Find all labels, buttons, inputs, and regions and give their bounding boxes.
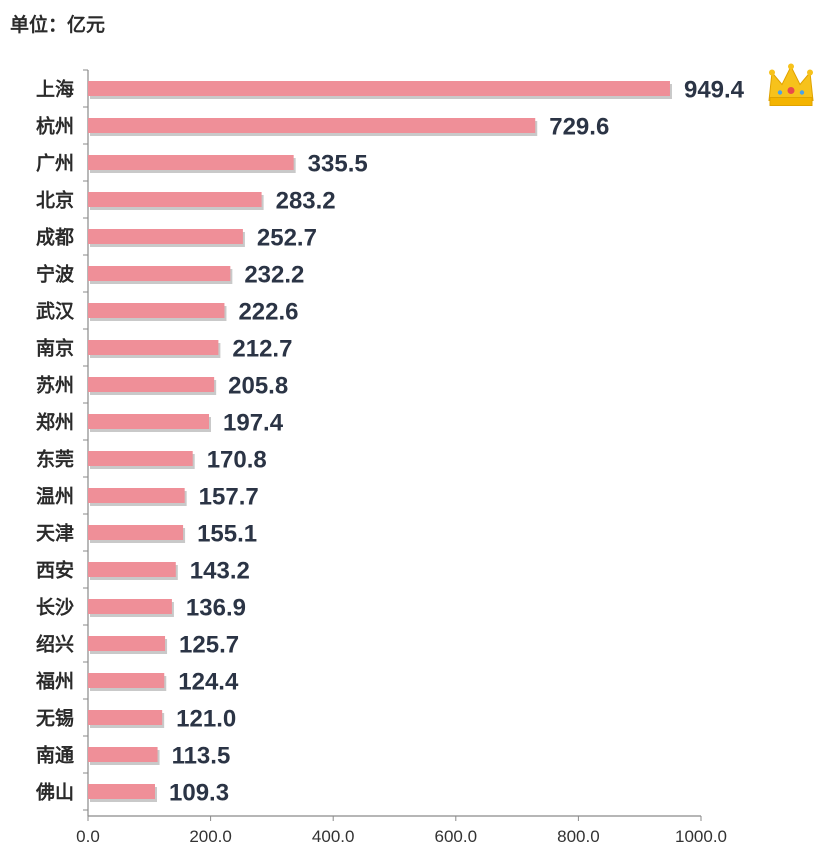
x-tick-label: 1000.0 [675, 827, 727, 846]
bar-20 [88, 784, 156, 799]
category-label: 南京 [36, 337, 74, 360]
value-label: 124.4 [178, 669, 239, 696]
category-label: 郑州 [36, 412, 74, 434]
bar-5 [88, 229, 243, 244]
bar-3 [88, 155, 294, 170]
bar-4 [88, 192, 262, 207]
value-label: 252.7 [257, 225, 317, 252]
value-label: 157.7 [199, 484, 259, 511]
bar-13 [88, 525, 184, 540]
x-tick-label: 0.0 [76, 827, 100, 846]
category-label: 广州 [36, 152, 74, 175]
value-label: 109.3 [169, 780, 229, 807]
x-tick-label: 600.0 [435, 827, 478, 846]
category-label: 苏州 [36, 374, 74, 397]
bar-16 [88, 636, 166, 651]
category-label: 南通 [36, 745, 75, 767]
category-label: 武汉 [36, 301, 75, 323]
labels-layer: 0.0 200.0 400.0 600.0 800.0 1000.0 上海 949.4 杭州 72… [35, 77, 745, 847]
category-label: 杭州 [36, 115, 74, 138]
bar-17 [88, 673, 165, 688]
unit-label: 单位：亿元 [10, 14, 106, 36]
value-label: 205.8 [228, 373, 288, 400]
bar-14 [88, 562, 176, 577]
value-label: 125.7 [179, 632, 239, 659]
category-label: 上海 [36, 78, 74, 101]
bar-12 [88, 488, 185, 503]
category-label: 无锡 [36, 707, 74, 730]
category-label: 天津 [36, 522, 74, 545]
value-label: 170.8 [207, 447, 267, 474]
bar-1 [88, 81, 670, 96]
value-label: 949.4 [684, 77, 745, 104]
category-label: 成都 [36, 226, 74, 249]
bars-layer [88, 81, 672, 802]
category-label: 温州 [36, 486, 74, 508]
value-label: 212.7 [232, 336, 292, 363]
category-label: 福州 [35, 670, 74, 693]
bar-18 [88, 710, 163, 725]
category-label: 西安 [36, 559, 74, 582]
value-label: 143.2 [190, 558, 250, 585]
value-label: 113.5 [172, 743, 231, 770]
category-label: 宁波 [36, 263, 75, 286]
bar-15 [88, 599, 172, 614]
x-tick-label: 400.0 [312, 827, 355, 846]
value-label: 232.2 [244, 262, 304, 289]
category-label: 绍兴 [36, 633, 74, 656]
value-label: 283.2 [276, 188, 336, 215]
value-label: 121.0 [176, 706, 236, 733]
bar-9 [88, 377, 215, 392]
x-tick-label: 800.0 [557, 827, 600, 846]
bar-2 [88, 118, 536, 133]
bar-10 [88, 414, 210, 429]
bar-11 [88, 451, 193, 466]
bar-6 [88, 266, 231, 281]
category-label: 佛山 [35, 781, 74, 804]
x-tick-label: 200.0 [189, 827, 232, 846]
value-label: 136.9 [186, 595, 246, 622]
bar-19 [88, 747, 158, 762]
category-label: 北京 [36, 189, 74, 212]
category-label: 东莞 [36, 448, 74, 471]
value-label: 155.1 [197, 521, 257, 548]
value-label: 335.5 [308, 151, 368, 178]
category-label: 长沙 [36, 597, 74, 619]
bar-8 [88, 340, 219, 355]
crown-icon [768, 63, 814, 106]
value-label: 197.4 [223, 410, 284, 437]
bar-7 [88, 303, 225, 318]
value-label: 729.6 [549, 114, 609, 141]
value-label: 222.6 [238, 299, 298, 326]
